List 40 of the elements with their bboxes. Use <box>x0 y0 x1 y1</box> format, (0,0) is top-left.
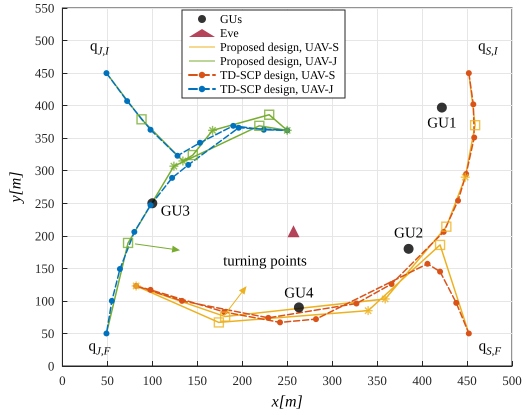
y-tick-label: 350 <box>34 130 54 146</box>
x-axis-title: x[m] <box>270 394 303 410</box>
x-tick-label: 450 <box>457 373 477 388</box>
x-tick-label: 0 <box>59 373 66 388</box>
y-tick-label: 150 <box>34 260 54 276</box>
x-tick-label: 150 <box>188 373 208 388</box>
legend-label: TD-SCP design, UAV-J <box>220 82 334 96</box>
y-axis-title: y[m] <box>8 171 24 205</box>
y-tick-label: 0 <box>48 358 54 374</box>
legend-label: Proposed design, UAV-S <box>220 40 340 54</box>
y-tick-label: 250 <box>34 196 54 211</box>
y-tick-label: 50 <box>41 326 54 341</box>
annotation: turning points <box>223 254 307 270</box>
y-tick-label: 300 <box>34 163 54 178</box>
y-tick-label: 200 <box>34 228 54 244</box>
annotation: GU2 <box>394 225 424 242</box>
y-tick-label: 400 <box>34 98 54 114</box>
annotation: GU4 <box>284 286 314 303</box>
legend-label: Eve <box>220 26 239 40</box>
x-tick-label: 250 <box>277 373 297 388</box>
x-tick-label: 400 <box>412 373 432 388</box>
x-tick-label: 500 <box>502 373 522 388</box>
legend-label: TD-SCP design, UAV-S <box>220 68 336 82</box>
y-tick-label: 450 <box>34 66 54 81</box>
x-tick-label: 100 <box>142 373 162 388</box>
annotation: GU1 <box>427 115 456 132</box>
y-tick-label: 100 <box>34 293 54 308</box>
y-tick-label: 500 <box>34 33 54 48</box>
x-tick-label: 200 <box>232 373 252 388</box>
x-tick-label: 50 <box>100 373 114 388</box>
y-tick-label: 550 <box>34 0 54 16</box>
annotation: q$_{S,F}$ <box>478 338 502 358</box>
legend-label: Proposed design, UAV-J <box>220 54 338 68</box>
annotation: q$_{S,I}$ <box>478 38 498 58</box>
annotation: q$_{J,I}$ <box>90 38 109 58</box>
x-tick-label: 350 <box>367 373 387 388</box>
x-tick-label: 300 <box>322 373 342 388</box>
annotation: q$_{J,F}$ <box>88 338 110 358</box>
legend-label: GUs <box>220 12 242 26</box>
annotation: GU3 <box>160 204 190 221</box>
